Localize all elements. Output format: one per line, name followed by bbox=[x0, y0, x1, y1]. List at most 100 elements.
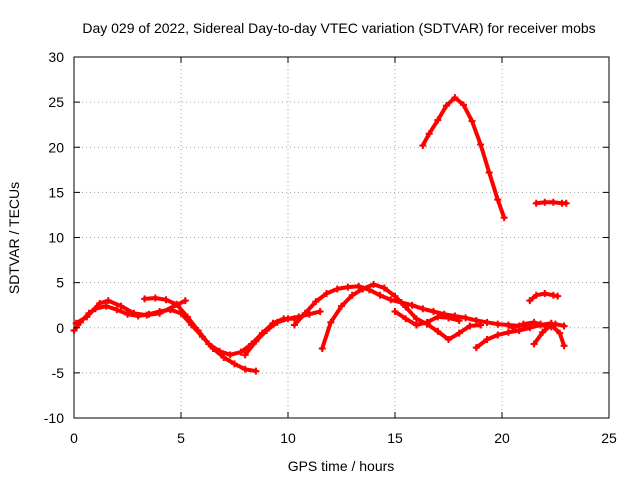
data-point bbox=[205, 340, 213, 348]
data-point bbox=[181, 297, 189, 305]
x-tick-label: 10 bbox=[280, 430, 296, 446]
data-point bbox=[560, 322, 568, 330]
data-point bbox=[552, 320, 559, 328]
data-point bbox=[312, 298, 320, 306]
data-point bbox=[338, 302, 345, 310]
data-point bbox=[425, 130, 433, 138]
data-point bbox=[455, 317, 463, 325]
series-line-arc-f bbox=[320, 282, 483, 351]
data-point bbox=[485, 169, 493, 177]
data-point bbox=[263, 326, 271, 334]
x-tick-label: 25 bbox=[601, 430, 617, 446]
chart-title: Day 029 of 2022, Sidereal Day-to-day VTE… bbox=[82, 20, 595, 36]
data-point bbox=[562, 199, 570, 207]
data-point bbox=[391, 292, 399, 300]
data-point bbox=[359, 285, 367, 293]
series-line-arc-c bbox=[74, 298, 188, 326]
data-point bbox=[423, 318, 431, 326]
y-tick-label: -10 bbox=[44, 410, 64, 426]
data-point bbox=[333, 285, 341, 293]
data-point bbox=[402, 303, 410, 311]
data-point bbox=[419, 305, 427, 313]
data-point bbox=[526, 324, 534, 332]
data-point bbox=[532, 291, 540, 299]
data-point bbox=[494, 320, 502, 328]
data-point bbox=[434, 116, 442, 124]
y-tick-label: 0 bbox=[56, 320, 64, 336]
data-point bbox=[252, 367, 260, 375]
data-point bbox=[104, 297, 112, 305]
data-point bbox=[442, 102, 450, 110]
data-point bbox=[445, 335, 452, 343]
data-point bbox=[96, 299, 104, 307]
data-point bbox=[391, 308, 399, 316]
data-point bbox=[290, 321, 298, 329]
data-point bbox=[419, 141, 427, 149]
data-point bbox=[168, 303, 176, 311]
data-point bbox=[83, 313, 91, 321]
data-point bbox=[445, 314, 452, 322]
data-point bbox=[500, 214, 508, 222]
data-point bbox=[130, 309, 138, 317]
data-point bbox=[412, 315, 420, 323]
data-point bbox=[519, 320, 527, 328]
data-point bbox=[541, 198, 549, 206]
data-point bbox=[241, 365, 249, 373]
data-point bbox=[183, 313, 191, 321]
y-axis-label: SDTVAR / TECUs bbox=[6, 182, 22, 294]
data-point bbox=[216, 347, 224, 355]
data-point bbox=[462, 314, 470, 322]
data-point bbox=[477, 141, 485, 149]
data-point bbox=[301, 309, 309, 317]
y-tick-label: -5 bbox=[52, 365, 65, 381]
data-point bbox=[472, 317, 480, 325]
data-point bbox=[344, 283, 352, 291]
data-point bbox=[509, 324, 517, 332]
y-tick-label: 30 bbox=[48, 49, 64, 65]
x-tick-label: 5 bbox=[177, 430, 185, 446]
grid-layer bbox=[74, 57, 609, 418]
x-tick-label: 20 bbox=[494, 430, 510, 446]
data-point bbox=[318, 345, 326, 353]
data-point bbox=[468, 117, 476, 125]
data-point bbox=[459, 101, 467, 109]
data-point bbox=[284, 315, 292, 323]
data-point bbox=[434, 327, 442, 335]
data-point bbox=[113, 306, 121, 314]
data-point bbox=[526, 297, 534, 305]
data-point bbox=[477, 321, 485, 329]
data-point bbox=[102, 302, 110, 310]
data-point bbox=[141, 295, 149, 303]
data-point bbox=[483, 335, 491, 343]
data-point bbox=[530, 318, 538, 326]
data-point bbox=[472, 344, 480, 352]
data-point bbox=[156, 309, 164, 317]
data-point bbox=[539, 328, 547, 336]
data-point bbox=[226, 351, 234, 359]
data-point bbox=[504, 321, 512, 329]
series-line-arc-a bbox=[72, 304, 258, 374]
data-layer bbox=[70, 94, 570, 375]
y-tick-label: 10 bbox=[48, 230, 64, 246]
x-tick-label: 0 bbox=[70, 430, 78, 446]
data-point bbox=[220, 354, 228, 362]
data-point bbox=[515, 326, 523, 334]
data-point bbox=[194, 326, 202, 334]
data-point bbox=[143, 311, 151, 319]
data-point bbox=[370, 280, 378, 288]
series-line-arc-i bbox=[420, 95, 507, 220]
data-point bbox=[541, 289, 549, 297]
data-point bbox=[402, 315, 410, 323]
data-point bbox=[376, 291, 384, 299]
y-tick-label: 5 bbox=[56, 275, 64, 291]
x-tick-label: 15 bbox=[387, 430, 403, 446]
data-point bbox=[327, 318, 335, 326]
data-point bbox=[412, 321, 420, 329]
data-point bbox=[451, 94, 459, 102]
data-point bbox=[380, 284, 388, 292]
data-point bbox=[455, 329, 463, 337]
data-point bbox=[162, 296, 170, 304]
data-point bbox=[273, 318, 281, 326]
data-point bbox=[554, 292, 562, 300]
data-point bbox=[408, 301, 416, 309]
